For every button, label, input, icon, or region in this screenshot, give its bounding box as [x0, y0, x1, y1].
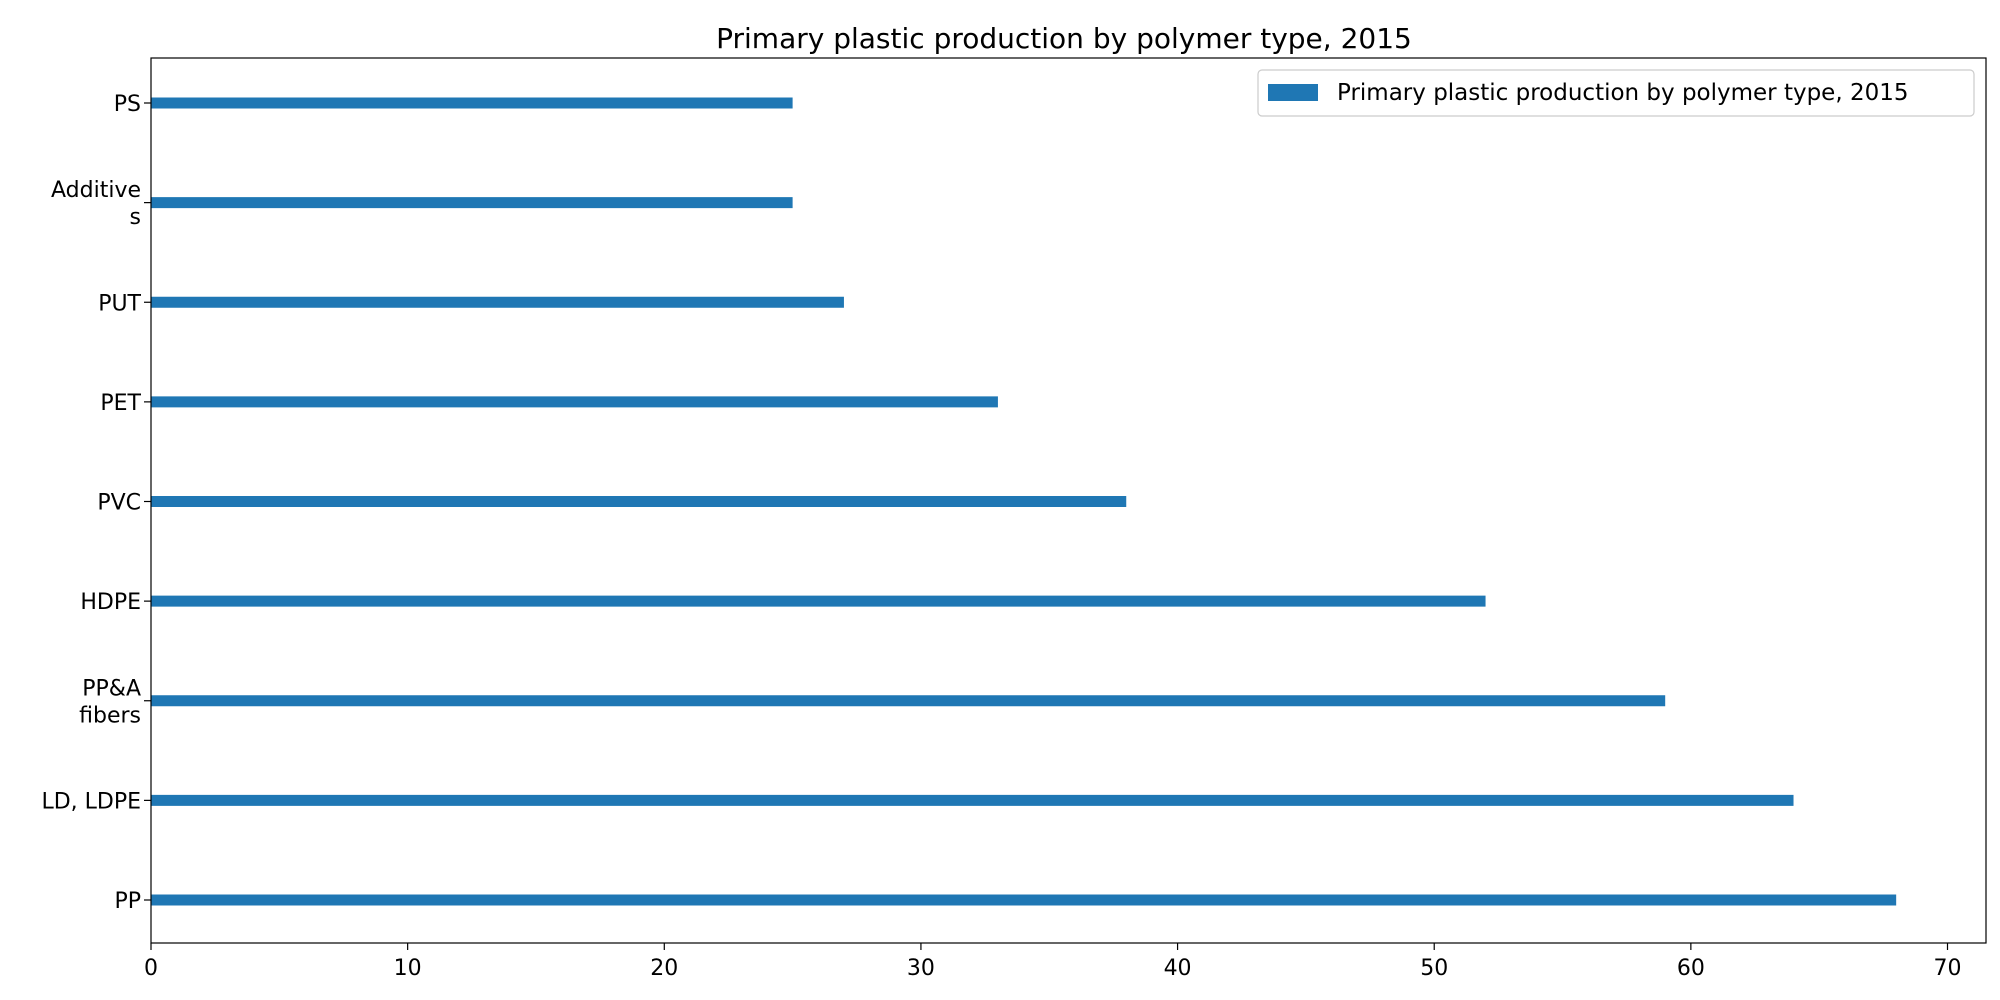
bar: [151, 197, 793, 209]
bar: [151, 496, 1127, 507]
bar: [151, 894, 1897, 906]
x-tick-label: 70: [1934, 956, 1962, 981]
y-tick-label: PP&A fibers: [79, 676, 141, 728]
bar: [151, 794, 1794, 806]
x-axis: 0 10 20 30 40 50 60 70: [144, 943, 1962, 981]
y-tick-label: PS: [114, 92, 141, 117]
x-tick-label: 40: [1164, 956, 1192, 981]
bar: [151, 396, 998, 408]
y-tick-label: Additive s: [51, 178, 141, 230]
y-tick-label: PVC: [97, 491, 141, 516]
y-tick-label: PP: [114, 889, 141, 914]
x-tick-label: 50: [1420, 956, 1448, 981]
y-tick-label: PET: [100, 391, 141, 416]
chart-title: Primary plastic production by polymer ty…: [716, 22, 1412, 55]
plot-frame: [150, 57, 1987, 944]
bar: [151, 97, 793, 109]
legend-swatch: [1268, 84, 1318, 101]
x-tick-label: 60: [1677, 956, 1705, 981]
x-tick-label: 30: [907, 956, 935, 981]
y-tick-label: LD, LDPE: [41, 789, 141, 814]
bar: [151, 296, 844, 308]
y-tick-label: HDPE: [80, 590, 141, 615]
legend-box: [1257, 69, 1975, 117]
legend-label: Primary plastic production by polymer ty…: [1337, 80, 1909, 106]
bar: [151, 695, 1666, 707]
x-tick-label: 20: [650, 956, 678, 981]
legend: Primary plastic production by polymer ty…: [1257, 69, 1975, 117]
x-tick-label: 0: [144, 956, 158, 981]
bars: [151, 97, 1897, 906]
bar: [151, 595, 1486, 607]
x-tick-label: 10: [394, 956, 422, 981]
y-tick-label: PUT: [98, 291, 141, 316]
y-axis: PS Additive s PUT PET PVC HDPE PP&A fibers LD, LD…: [41, 92, 151, 914]
